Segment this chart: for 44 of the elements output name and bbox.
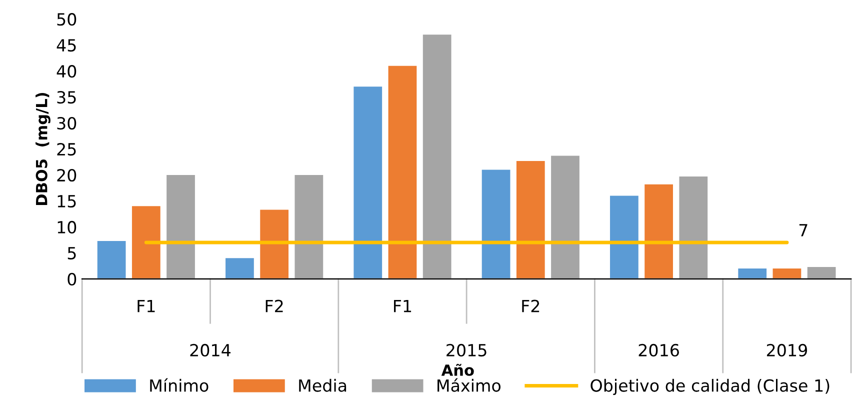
bar: [644, 184, 673, 279]
legend-label: Mínimo: [150, 378, 208, 392]
text: 2019: [766, 344, 807, 357]
y-tick-label: 40: [56, 65, 76, 78]
y-tick-label: 25: [57, 142, 76, 156]
bar: [166, 174, 195, 279]
legend-label: Máximo: [438, 378, 501, 392]
bar: [610, 196, 638, 279]
x-axis-title: Año: [441, 364, 474, 376]
text: 2014: [190, 344, 231, 357]
y-tick-label: 30: [57, 116, 76, 130]
bar: [260, 210, 289, 279]
bar: [354, 86, 382, 279]
bar: [551, 156, 580, 279]
bar: [294, 174, 324, 279]
legend-label: Objetivo de calidad (Clase 1): [590, 378, 830, 396]
text: 2016: [638, 344, 679, 357]
bar: [132, 206, 160, 279]
y-tick-label: 45: [56, 39, 76, 52]
bar: [422, 34, 452, 279]
y-tick-label: 15: [58, 195, 76, 208]
bar: [772, 268, 802, 279]
x-tick-label: F2: [266, 300, 283, 312]
bar: [807, 266, 836, 279]
y-axis-title: DBO5 (mg/L): [36, 92, 50, 205]
bar: [388, 66, 417, 279]
bar: [738, 268, 767, 279]
bar: [679, 176, 708, 279]
bar: [516, 160, 545, 279]
bar: [226, 258, 254, 279]
y-tick-label: 20: [57, 168, 76, 182]
legend-label: Media: [299, 378, 346, 392]
text: 2015: [446, 344, 486, 357]
y-tick-label: 35: [57, 90, 76, 104]
y-tick-label: 5: [68, 247, 76, 260]
x-tick-label: F1: [394, 300, 412, 312]
bar: [97, 240, 126, 279]
y-tick-label: 10: [58, 220, 76, 234]
data-label: 7: [799, 224, 808, 236]
x-tick-label: F1: [138, 300, 155, 312]
y-tick-label: 50: [57, 13, 76, 26]
bar: [482, 170, 510, 279]
y-tick-label: 0: [68, 272, 76, 286]
x-tick-label: F2: [522, 300, 540, 312]
